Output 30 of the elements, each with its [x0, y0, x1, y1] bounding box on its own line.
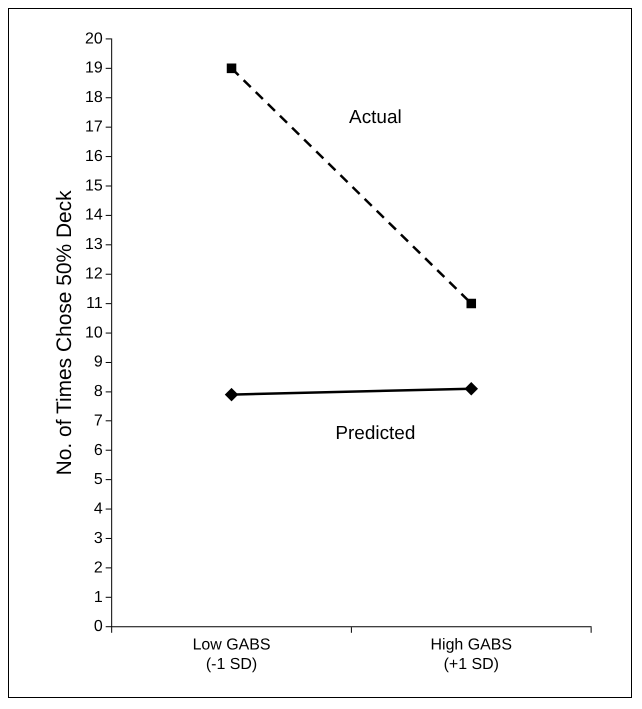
y-tick-label: 14	[84, 206, 103, 224]
y-tick-label: 6	[94, 442, 103, 459]
x-tick-label: High GABS (+1 SD)	[430, 636, 512, 673]
y-tick-label: 8	[94, 383, 103, 400]
y-tick-label: 3	[94, 530, 103, 548]
y-tick-label: 10	[84, 324, 103, 342]
y-tick-label: 4	[94, 500, 103, 518]
x-tick-label: Low GABS (-1 SD)	[192, 636, 271, 673]
y-tick-label: 19	[84, 60, 103, 77]
y-tick-label: 0	[94, 618, 103, 636]
y-tick-label: 2	[94, 559, 103, 576]
y-tick-label: 1	[94, 588, 103, 606]
y-tick-label: 20	[84, 30, 103, 48]
y-tick-label: 9	[94, 354, 103, 371]
point	[225, 388, 238, 401]
y-tick-label: 17	[84, 118, 103, 136]
y-tick-label: 11	[86, 294, 103, 312]
point	[226, 64, 236, 74]
y-tick-label: 12	[84, 265, 103, 282]
y-axis-title: No. of Times Chose 50% Deck	[53, 190, 76, 476]
text: Actual	[349, 106, 402, 128]
y-tick-label: 5	[94, 471, 103, 488]
series-label: Predicted	[335, 423, 416, 444]
point	[466, 298, 476, 308]
y-tick-label: 16	[84, 148, 103, 165]
point	[465, 382, 478, 395]
y-tick-label: 15	[84, 177, 103, 194]
y-tick-label: 7	[94, 412, 103, 430]
y-tick-label: 13	[84, 236, 103, 254]
y-tick-label: 18	[84, 89, 103, 106]
